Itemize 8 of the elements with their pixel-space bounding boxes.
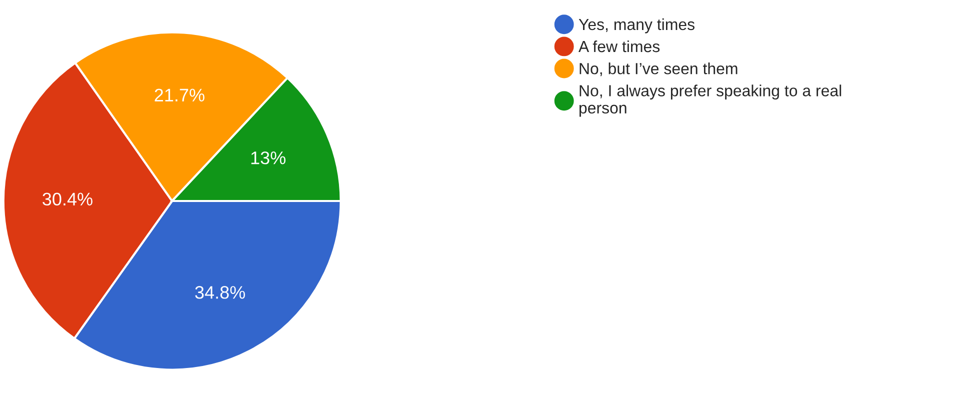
data-label: 21.7% [154,88,204,102]
data-label: 30.4% [42,192,92,206]
data-label: 13% [251,151,286,164]
data-label: 34.8% [195,286,246,299]
legend-label: A few times [578,40,660,52]
legend-label: Yes, many times [578,18,694,34]
legend-label: No, but I’ve seen them [580,62,738,76]
legend-label: No, I always prefer speaking to a real person [580,84,842,117]
